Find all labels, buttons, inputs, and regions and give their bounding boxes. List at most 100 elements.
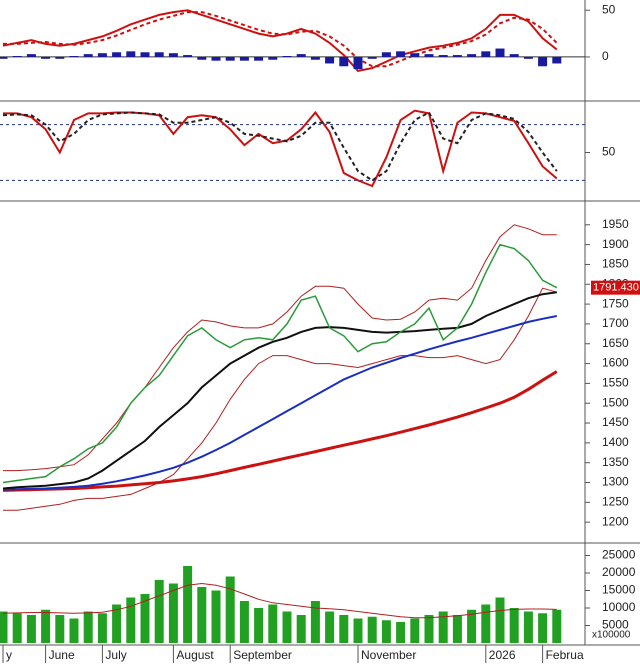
bar <box>97 613 107 643</box>
bar <box>183 55 193 57</box>
bar <box>225 576 235 643</box>
y-tick-label: 1700 <box>602 316 629 330</box>
bar <box>552 56 562 64</box>
bar <box>254 608 264 643</box>
bar <box>367 616 377 643</box>
bar <box>467 609 477 643</box>
bar <box>339 56 349 67</box>
x-tick-label: June <box>49 648 75 662</box>
y-tick-label: 15000 <box>602 583 636 597</box>
y-tick-label: 1550 <box>602 376 629 390</box>
bar <box>12 613 22 643</box>
bar <box>55 615 65 643</box>
bar <box>254 56 264 61</box>
y-tick-label: 50 <box>602 145 616 159</box>
bar <box>183 566 193 643</box>
bar <box>310 601 320 643</box>
y-tick-label: 1750 <box>602 296 629 310</box>
x-tick-label: November <box>361 648 416 662</box>
bar <box>467 54 477 57</box>
y-tick-label: 1850 <box>602 257 629 271</box>
bar <box>239 601 249 643</box>
bar <box>410 53 420 57</box>
bar <box>396 622 406 643</box>
bar <box>353 618 363 643</box>
line <box>2 111 558 182</box>
bar <box>197 56 207 60</box>
bar <box>26 615 36 643</box>
line <box>2 315 557 491</box>
y-tick-label: 1200 <box>602 514 629 528</box>
y-tick-label: 10000 <box>602 600 636 614</box>
x-tick-label: September <box>233 648 292 662</box>
bar <box>296 54 306 57</box>
x-tick-label: August <box>176 648 214 662</box>
bar <box>225 56 235 61</box>
bar <box>69 56 79 57</box>
bar <box>523 56 533 59</box>
bar <box>126 51 136 57</box>
y-tick-label: 1600 <box>602 356 629 370</box>
bar <box>325 611 335 643</box>
bar <box>12 56 22 57</box>
bar <box>509 608 519 643</box>
price-label: 1791.430 <box>593 282 639 294</box>
bar <box>495 48 505 57</box>
y-tick-label: 1400 <box>602 435 629 449</box>
line <box>3 11 558 68</box>
bar <box>83 611 93 643</box>
bar <box>140 52 150 57</box>
bar <box>168 583 178 643</box>
line <box>3 287 557 511</box>
bar <box>55 56 65 59</box>
bar <box>211 590 221 643</box>
bar <box>211 56 221 61</box>
y-tick-label: 1500 <box>602 395 629 409</box>
y-tick-label: 1350 <box>602 455 629 469</box>
bar <box>97 53 107 57</box>
bar <box>325 56 335 64</box>
x-tick-label: y <box>6 648 12 662</box>
unit-label: x100000 <box>592 630 631 641</box>
y-tick-label: 25000 <box>602 548 636 562</box>
bar <box>452 615 462 643</box>
bar <box>538 613 548 643</box>
bar <box>154 52 164 57</box>
bar <box>438 611 448 643</box>
line <box>2 291 557 490</box>
bar <box>310 56 320 60</box>
y-tick-label: 1900 <box>602 237 629 251</box>
bar <box>438 55 448 57</box>
line <box>2 243 558 484</box>
bar <box>0 56 8 59</box>
bar <box>282 611 292 643</box>
y-tick-label: 1250 <box>602 495 629 509</box>
bar <box>282 56 292 57</box>
line <box>2 582 557 619</box>
y-tick-label: 50 <box>602 2 616 16</box>
y-tick-label: 0 <box>602 49 609 63</box>
bar <box>41 56 51 59</box>
bar <box>239 56 249 61</box>
bar <box>296 615 306 643</box>
bar <box>197 587 207 643</box>
bar <box>396 51 406 57</box>
bar <box>41 609 51 643</box>
line <box>2 9 558 72</box>
bar <box>452 55 462 57</box>
bar <box>140 594 150 643</box>
bar <box>381 52 391 57</box>
bar <box>112 52 122 57</box>
x-tick-label: 2026 <box>489 648 516 662</box>
bar <box>481 51 491 57</box>
x-tick-label: July <box>105 648 126 662</box>
bar <box>353 56 363 70</box>
bar <box>154 580 164 643</box>
y-tick-label: 20000 <box>602 565 636 579</box>
bar <box>268 56 278 60</box>
bar <box>523 611 533 643</box>
bar <box>481 604 491 643</box>
bar <box>367 56 377 59</box>
bar <box>552 609 562 643</box>
